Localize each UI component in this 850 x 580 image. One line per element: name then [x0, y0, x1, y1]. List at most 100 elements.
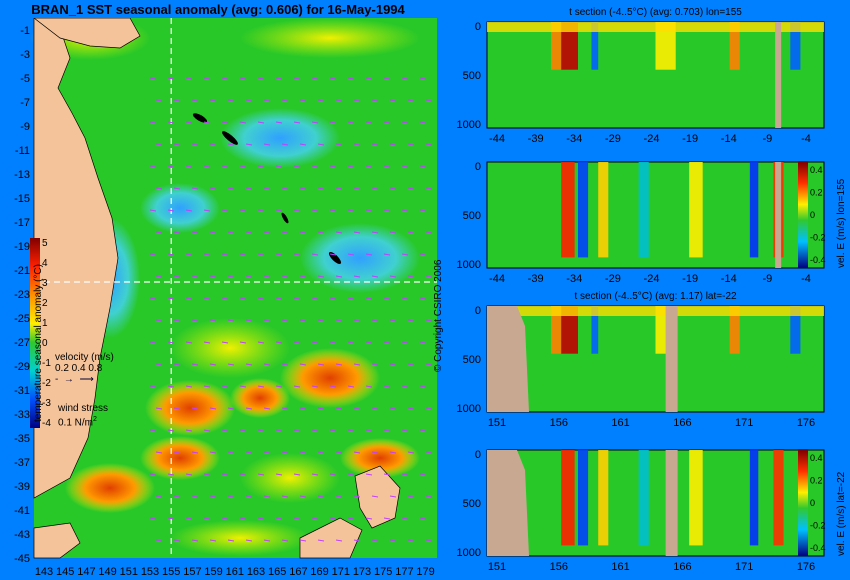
wind-arrow [227, 319, 235, 322]
wind-arrow [425, 451, 433, 454]
wind-arrow [227, 539, 235, 542]
wind-arrow [401, 165, 409, 168]
wind-arrow [293, 209, 301, 212]
wind-arrow [185, 297, 193, 300]
wind-arrow [335, 275, 343, 278]
section-field-band [773, 162, 784, 258]
wind-arrow [149, 341, 157, 344]
section-surface-layer [487, 22, 824, 32]
section-field-band [790, 22, 801, 70]
wind-arrow [239, 297, 247, 300]
wind-arrow [335, 495, 343, 498]
wind-arrow [209, 363, 217, 366]
wind-arrow [371, 451, 379, 454]
section-xtick: -39 [528, 133, 544, 145]
wind-arrow [401, 341, 409, 344]
wind-arrow [239, 429, 247, 432]
section-xtick: -24 [644, 273, 660, 285]
wind-arrow [203, 121, 211, 124]
wind-arrow [299, 319, 307, 322]
lon-tick-label: 161 [226, 566, 244, 578]
map-colorbar-tick: 3 [42, 278, 48, 289]
wind-arrow [203, 253, 211, 256]
wind-arrow [407, 231, 415, 234]
section-field-band [655, 306, 676, 354]
wind-arrow [245, 143, 253, 146]
islands [192, 113, 342, 265]
lat-tick-label: -5 [20, 73, 30, 85]
wind-arrow [407, 99, 415, 102]
wind-arrow [209, 495, 217, 498]
wind-arrow [425, 407, 433, 410]
section-field-band [591, 306, 599, 354]
wind-arrow [263, 451, 271, 454]
wind-arrow [389, 363, 397, 366]
wind-arrow [419, 429, 427, 432]
wind-arrow [173, 363, 181, 366]
wind-arrow [185, 77, 193, 80]
section-xtick: -4 [801, 273, 811, 285]
wind-arrow [347, 429, 355, 432]
wind-arrow [149, 253, 157, 256]
lon-tick-label: 155 [162, 566, 180, 578]
lon-tick-label: 169 [310, 566, 328, 578]
wind-arrow [371, 187, 379, 190]
wind-arrow [299, 143, 307, 146]
australia-land [33, 18, 119, 499]
wind-arrow [353, 275, 361, 278]
wind-arrow [221, 253, 229, 256]
wind-arrow [329, 385, 337, 388]
wind-arrow [365, 341, 373, 344]
wind-arrow [425, 363, 433, 366]
lat-tick-label: -41 [14, 505, 30, 517]
lat-tick-label: -25 [14, 313, 30, 325]
wind-arrow [239, 517, 247, 520]
section-plot-area [486, 161, 825, 269]
wind-arrow [383, 77, 391, 80]
section-field-band [561, 22, 578, 70]
section-field-band [561, 162, 575, 258]
wind-arrow [419, 165, 427, 168]
wind-arrow [239, 165, 247, 168]
wind-arrow [173, 99, 181, 102]
wind-arrow [293, 121, 301, 124]
wind-arrow [263, 319, 271, 322]
map-colorbar-tick: 2 [42, 298, 48, 309]
wind-arrow [419, 473, 427, 476]
wind-arrow [293, 165, 301, 168]
section-xtick: 156 [550, 561, 568, 573]
wind-arrow [155, 231, 163, 234]
wind-arrow [383, 121, 391, 124]
wind-arrow [329, 429, 337, 432]
wind-arrow [263, 407, 271, 410]
wind-arrow [299, 539, 307, 542]
wind-arrow [371, 143, 379, 146]
wind-arrow [245, 231, 253, 234]
wind-arrow [281, 231, 289, 234]
wind-arrow [167, 517, 175, 520]
wind-arrow [239, 473, 247, 476]
wind-arrow [191, 275, 199, 278]
wind-arrow [209, 99, 217, 102]
velocity-colorbar-tick: -0.4 [810, 543, 826, 553]
wind-arrow [203, 341, 211, 344]
wind-arrow [167, 121, 175, 124]
wind-arrow [281, 539, 289, 542]
wind-arrow [293, 77, 301, 80]
wind-arrow [311, 429, 319, 432]
wind-arrow [185, 429, 193, 432]
wind-arrow [425, 319, 433, 322]
wind-arrow [167, 253, 175, 256]
wind-arrow [167, 473, 175, 476]
wind-arrow [203, 517, 211, 520]
wind-arrow [293, 429, 301, 432]
section-xtick: -4 [801, 133, 811, 145]
wind-arrow [299, 407, 307, 410]
wind-arrow [203, 297, 211, 300]
wind-arrow [209, 143, 217, 146]
wind-arrow [317, 539, 325, 542]
map-colorbar-tick: 0 [42, 338, 48, 349]
wind-arrow [275, 209, 283, 212]
velocity-legend: velocity (m/s) 0.2 0.4 0.8 - → ⟶ [55, 352, 114, 385]
velocity-colorbar-tick: 0 [810, 498, 815, 508]
